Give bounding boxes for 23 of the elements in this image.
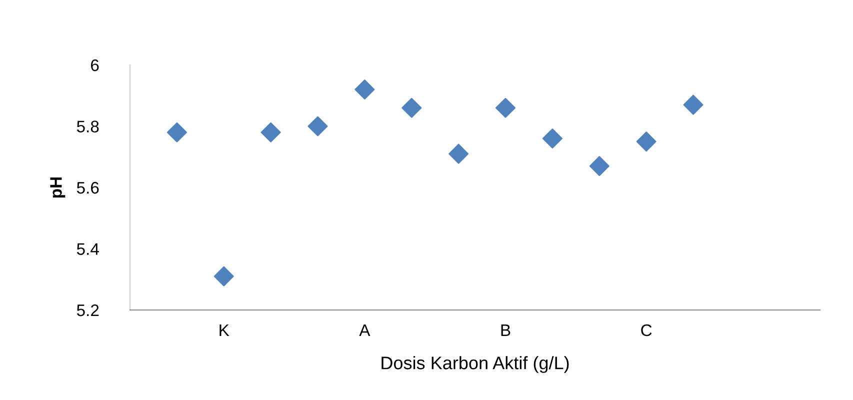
point [260,122,281,142]
point [636,132,656,152]
y-tick-label: 5.6 [76,182,99,194]
x-tick-label: A [359,324,370,336]
y-tick-label: 5.2 [76,304,99,316]
point [448,144,469,164]
point [683,94,704,115]
point [589,156,610,176]
y-axis-title: pH [50,178,66,198]
y-tick-label: 5.4 [76,243,99,255]
x-axis-title: Dosis Karbon Aktif (g/L) [382,356,569,373]
point [402,98,422,118]
y-tick-label: 6 [91,59,99,72]
point [542,128,562,149]
x-tick-label: K [220,324,230,336]
x-tick-label: B [501,324,510,336]
x-tick-label: C [641,324,652,336]
point [166,122,187,142]
point [214,266,234,286]
y-tick-label: 5.8 [76,120,99,132]
point [308,116,328,136]
point [354,79,375,100]
point [496,98,516,118]
